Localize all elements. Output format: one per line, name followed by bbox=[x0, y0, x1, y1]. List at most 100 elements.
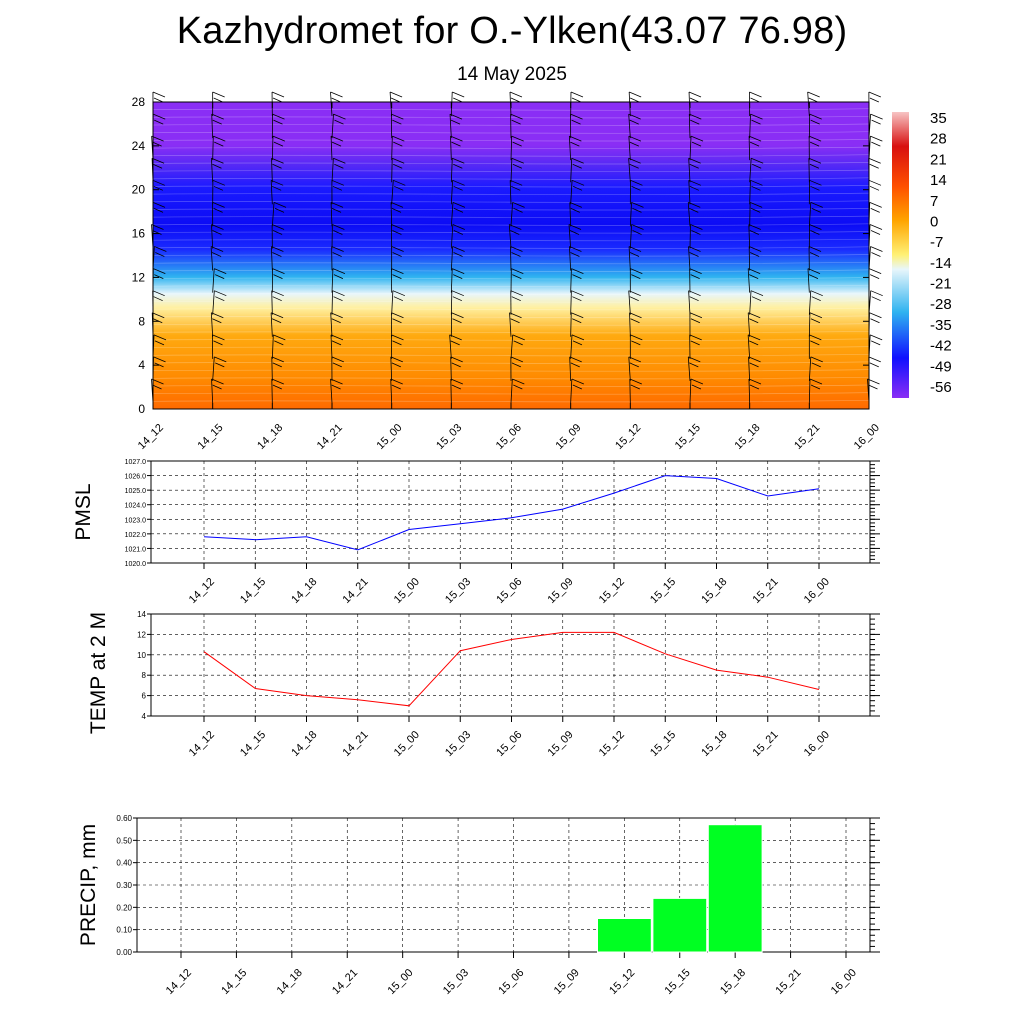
page-title: Kazhydromet for O.-Ylken(43.07 76.98) bbox=[176, 10, 848, 52]
y-tick-label: 0.10 bbox=[116, 926, 132, 935]
wind-barb-flag bbox=[271, 157, 284, 164]
wind-barb-shaft bbox=[570, 180, 573, 205]
wind-barb-flag bbox=[512, 378, 525, 385]
wind-barb-flag bbox=[332, 290, 345, 297]
wind-barb-flag bbox=[213, 340, 223, 346]
wind-barb-flag bbox=[391, 224, 404, 230]
wind-barb-shaft bbox=[270, 180, 273, 205]
wind-barb-flag bbox=[272, 113, 285, 120]
colorbar-label: -7 bbox=[930, 234, 943, 251]
wind-barb-flag bbox=[333, 296, 343, 302]
x-tick-label: 15_06 bbox=[494, 729, 524, 759]
wind-barb-shaft bbox=[450, 378, 452, 404]
wind-barb-flag bbox=[391, 268, 404, 274]
wind-barb-flag bbox=[689, 97, 700, 103]
x-tick-label: 15_12 bbox=[613, 422, 643, 452]
wind-barb-flag bbox=[749, 362, 759, 368]
wind-barb-flag bbox=[271, 378, 284, 385]
wind-barb-flag bbox=[870, 230, 881, 235]
wind-barb-shaft bbox=[211, 378, 214, 404]
y-tick-label: 1025.0 bbox=[125, 488, 147, 495]
wind-barb-shaft bbox=[331, 268, 334, 293]
wind-barb-flag bbox=[271, 356, 284, 363]
wind-barb-flag bbox=[630, 334, 643, 341]
wind-barb-flag bbox=[571, 97, 582, 103]
wind-barb-flag bbox=[870, 334, 883, 341]
wind-barb-flag bbox=[690, 119, 700, 125]
wind-barb-flag bbox=[570, 91, 584, 98]
wind-barb-flag bbox=[272, 230, 283, 235]
wind-barb-flag bbox=[749, 252, 760, 257]
wind-barb-flag bbox=[331, 318, 341, 324]
wind-barb-flag bbox=[572, 340, 583, 346]
wind-barb-flag bbox=[151, 135, 164, 142]
precip-panel: 0.00 0.10 0.20 0.30 0.40 0.50 0.60 14_12 14_15 14… bbox=[77, 814, 880, 997]
wind-barb-flag bbox=[749, 384, 760, 390]
wind-barb-flag bbox=[750, 97, 760, 103]
wind-barb-flag bbox=[390, 97, 401, 103]
wind-barb-shaft bbox=[628, 114, 631, 139]
wind-barb-shaft bbox=[807, 268, 810, 293]
wind-barb-flag bbox=[391, 113, 404, 120]
wind-barb-shaft bbox=[569, 202, 572, 227]
wind-barb-flag bbox=[215, 274, 225, 279]
wind-barb-flag bbox=[330, 334, 344, 341]
wind-barb-flag bbox=[213, 208, 223, 213]
wind-barb-flag bbox=[331, 384, 341, 390]
x-tick-label: 14_15 bbox=[238, 576, 268, 606]
wind-barb-flag bbox=[869, 163, 879, 169]
wind-barb-flag bbox=[511, 252, 521, 257]
wind-barb-flag bbox=[510, 318, 520, 324]
wind-barb-flag bbox=[330, 378, 343, 385]
x-tick-label: 14_15 bbox=[195, 422, 225, 452]
colorbar-label: 35 bbox=[930, 110, 947, 127]
wind-barb-flag bbox=[392, 340, 402, 346]
wind-barb-shaft bbox=[570, 158, 573, 183]
wind-barb-flag bbox=[211, 378, 224, 385]
y-tick-label: 4 bbox=[138, 358, 145, 372]
wind-barb-flag bbox=[748, 312, 761, 319]
contour-line bbox=[152, 330, 870, 334]
wind-barb-flag bbox=[751, 208, 761, 213]
wind-barb-flag bbox=[689, 362, 699, 368]
wind-barb-flag bbox=[689, 312, 703, 319]
wind-barb-shaft bbox=[212, 136, 214, 161]
x-tick-label: 15_06 bbox=[496, 967, 526, 997]
wind-barb-shaft bbox=[450, 224, 454, 249]
wind-barb-shaft bbox=[450, 268, 453, 293]
contour-line bbox=[152, 300, 870, 303]
wind-barb-flag bbox=[450, 119, 461, 125]
wind-barb-flag bbox=[688, 179, 701, 186]
wind-barb-shaft bbox=[628, 158, 631, 183]
wind-barb-flag bbox=[511, 119, 521, 125]
x-tick-label: 15_00 bbox=[374, 422, 404, 452]
wind-barb-flag bbox=[510, 230, 520, 235]
colorbar-label: 14 bbox=[930, 172, 947, 189]
wind-barb-flag bbox=[333, 230, 343, 235]
wind-barb-flag bbox=[690, 340, 700, 346]
wind-barb-flag bbox=[810, 202, 823, 208]
wind-barb-shaft bbox=[271, 290, 273, 315]
wind-barb-flag bbox=[452, 296, 462, 302]
contour-line bbox=[152, 384, 870, 387]
wind-barb-flag bbox=[449, 113, 463, 120]
wind-barb-flag bbox=[868, 356, 881, 363]
wind-barb-flag bbox=[450, 356, 463, 363]
wind-barb-flag bbox=[330, 135, 344, 142]
colorbar-label: 21 bbox=[930, 151, 947, 168]
wind-barb-shaft bbox=[510, 202, 513, 227]
wind-barb-shaft bbox=[570, 378, 573, 404]
y-tick-label: 0.60 bbox=[116, 814, 132, 823]
y-tick-label: 1024.0 bbox=[125, 503, 147, 510]
y-tick-label: 0.40 bbox=[116, 859, 132, 868]
wind-barb-flag bbox=[871, 340, 881, 346]
wind-barb-flag bbox=[391, 246, 404, 252]
wind-barb-flag bbox=[807, 91, 820, 98]
wind-barb-shaft bbox=[509, 180, 512, 205]
x-tick-label: 15_12 bbox=[597, 576, 627, 606]
wind-barb-shaft bbox=[391, 158, 393, 183]
wind-barb-shaft bbox=[331, 114, 334, 139]
wind-barb-shaft bbox=[391, 136, 393, 161]
x-tick-label: 14_21 bbox=[341, 729, 371, 759]
